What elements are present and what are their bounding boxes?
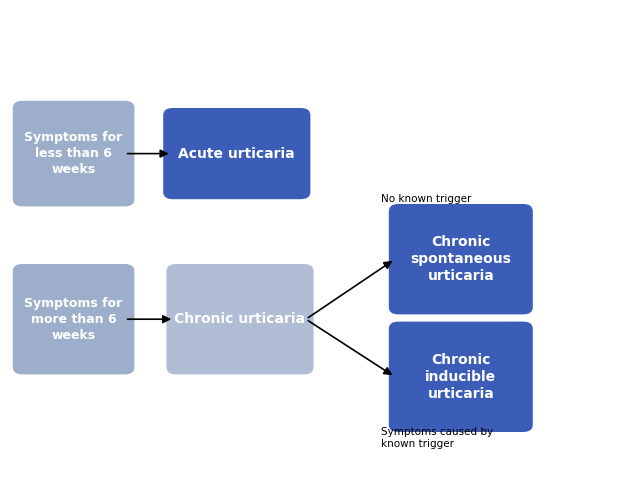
Text: Chronic
spontaneous
urticaria: Chronic spontaneous urticaria [410,235,511,284]
Text: Chronic
inducible
urticaria: Chronic inducible urticaria [425,352,497,401]
FancyBboxPatch shape [13,101,134,206]
Text: Chronic urticaria: Chronic urticaria [175,312,305,326]
FancyBboxPatch shape [388,204,532,314]
Text: No known trigger: No known trigger [381,194,471,204]
FancyBboxPatch shape [163,108,310,199]
Text: Symptoms caused by
known trigger: Symptoms caused by known trigger [381,427,493,449]
FancyBboxPatch shape [13,264,134,374]
Text: Symptoms for
more than 6
weeks: Symptoms for more than 6 weeks [24,297,123,342]
Text: Symptoms for
less than 6
weeks: Symptoms for less than 6 weeks [24,131,123,176]
FancyBboxPatch shape [166,264,314,374]
FancyBboxPatch shape [388,322,532,432]
Text: Acute urticaria: Acute urticaria [179,146,295,161]
